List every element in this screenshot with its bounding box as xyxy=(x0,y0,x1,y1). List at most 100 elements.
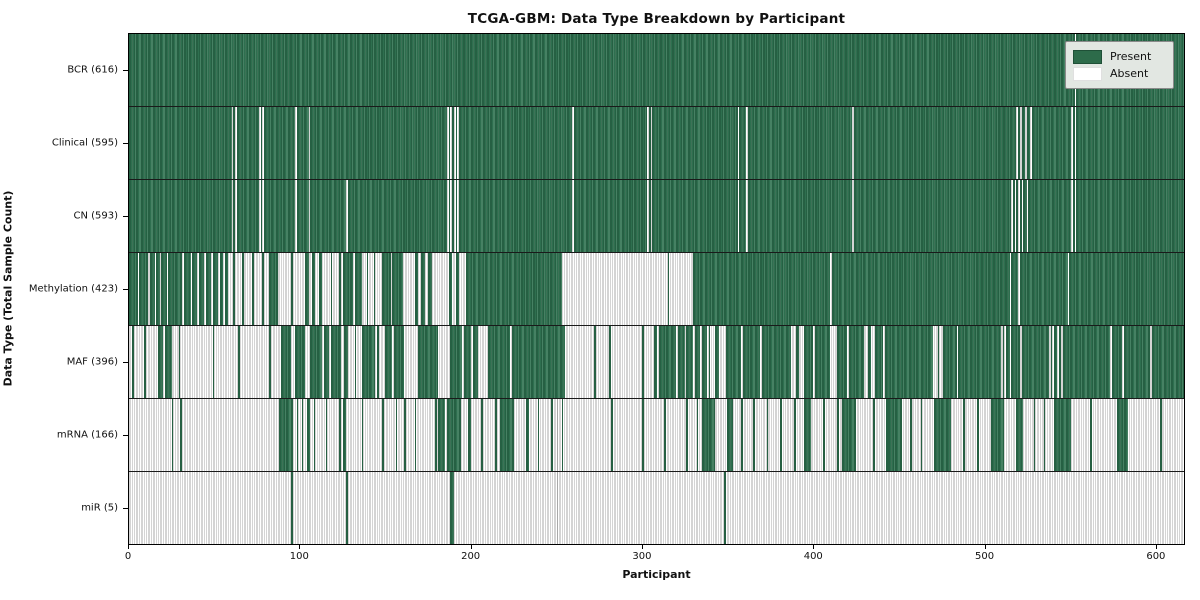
present-segment xyxy=(212,326,215,398)
present-segment xyxy=(428,253,432,325)
present-segment xyxy=(171,399,174,471)
y-tick-mark xyxy=(123,69,128,71)
present-segment xyxy=(937,326,940,398)
present-segment xyxy=(795,326,800,398)
present-segment xyxy=(1124,326,1150,398)
present-segment xyxy=(129,34,1075,106)
present-segment xyxy=(963,399,966,471)
heatmap-row-MAF xyxy=(129,325,1184,398)
present-segment xyxy=(594,326,596,398)
present-segment xyxy=(452,107,454,179)
x-tick-label: 200 xyxy=(461,551,481,562)
present-segment xyxy=(853,107,1017,179)
present-segment xyxy=(888,399,902,471)
present-segment xyxy=(354,326,357,398)
y-tick-label: MAF (396) xyxy=(66,356,118,368)
present-segment xyxy=(305,253,309,325)
present-segment xyxy=(382,253,391,325)
present-segment xyxy=(648,107,651,179)
present-segment xyxy=(1050,326,1053,398)
present-segment xyxy=(361,399,364,471)
present-segment xyxy=(512,326,565,398)
plot-area: Present Absent xyxy=(128,33,1185,545)
present-segment xyxy=(1151,326,1184,398)
present-segment xyxy=(281,326,292,398)
x-tick-label: 500 xyxy=(975,551,995,562)
present-segment xyxy=(296,399,299,471)
present-segment xyxy=(836,326,848,398)
present-segment xyxy=(347,180,448,252)
present-segment xyxy=(701,399,716,471)
present-segment xyxy=(1117,399,1128,471)
present-segment xyxy=(294,326,306,398)
present-segment xyxy=(164,326,172,398)
present-segment xyxy=(1021,326,1049,398)
present-segment xyxy=(306,399,311,471)
present-segment xyxy=(236,180,259,252)
present-segment xyxy=(831,253,1010,325)
legend-absent-label: Absent xyxy=(1110,67,1149,80)
present-segment xyxy=(465,253,562,325)
present-segment xyxy=(1059,326,1061,398)
present-segment xyxy=(1062,326,1111,398)
present-segment xyxy=(1019,180,1022,252)
present-segment xyxy=(1043,399,1046,471)
heatmap-row-Methylation xyxy=(129,252,1184,325)
present-segment xyxy=(708,326,711,398)
present-segment xyxy=(652,107,738,179)
present-segment xyxy=(395,399,398,471)
x-tick-label: 0 xyxy=(124,551,132,562)
present-segment xyxy=(366,253,369,325)
present-segment xyxy=(1013,180,1015,252)
present-segment xyxy=(344,326,348,398)
present-segment xyxy=(934,399,952,471)
x-tick-mark xyxy=(470,545,472,549)
present-segment xyxy=(459,107,572,179)
present-segment xyxy=(694,326,701,398)
present-segment xyxy=(158,326,164,398)
present-segment xyxy=(664,399,666,471)
present-segment xyxy=(1160,399,1162,471)
legend-absent-swatch xyxy=(1073,66,1102,81)
present-segment xyxy=(262,253,265,325)
present-segment xyxy=(1089,399,1092,471)
present-segment xyxy=(609,326,612,398)
present-segment xyxy=(1026,107,1031,179)
present-segment xyxy=(339,253,342,325)
present-segment xyxy=(653,326,658,398)
present-segment xyxy=(342,253,353,325)
present-segment xyxy=(129,107,232,179)
y-tick-mark xyxy=(123,215,128,217)
present-segment xyxy=(814,326,831,398)
present-segment xyxy=(296,180,309,252)
present-segment xyxy=(129,180,232,252)
present-segment xyxy=(804,399,812,471)
present-segment xyxy=(823,399,825,471)
present-segment xyxy=(780,399,783,471)
present-segment xyxy=(561,399,564,471)
present-segment xyxy=(233,253,235,325)
present-segment xyxy=(467,399,471,471)
present-segment xyxy=(414,399,417,471)
present-segment xyxy=(323,326,330,398)
present-segment xyxy=(421,253,425,325)
present-segment xyxy=(385,326,393,398)
chart-title: TCGA-GBM: Data Type Breakdown by Partici… xyxy=(467,11,846,27)
present-segment xyxy=(1021,107,1025,179)
present-segment xyxy=(1072,180,1075,252)
y-tick-label: CN (593) xyxy=(73,210,118,222)
present-segment xyxy=(233,107,235,179)
present-segment xyxy=(1023,180,1027,252)
present-segment xyxy=(884,326,933,398)
present-segment xyxy=(339,399,342,471)
present-segment xyxy=(455,107,458,179)
present-segment xyxy=(1002,326,1005,398)
present-segment xyxy=(1076,180,1184,252)
present-segment xyxy=(500,399,514,471)
present-segment xyxy=(192,253,198,325)
present-segment xyxy=(414,253,418,325)
present-segment xyxy=(452,180,454,252)
present-segment xyxy=(168,253,182,325)
y-tick-mark xyxy=(123,142,128,144)
